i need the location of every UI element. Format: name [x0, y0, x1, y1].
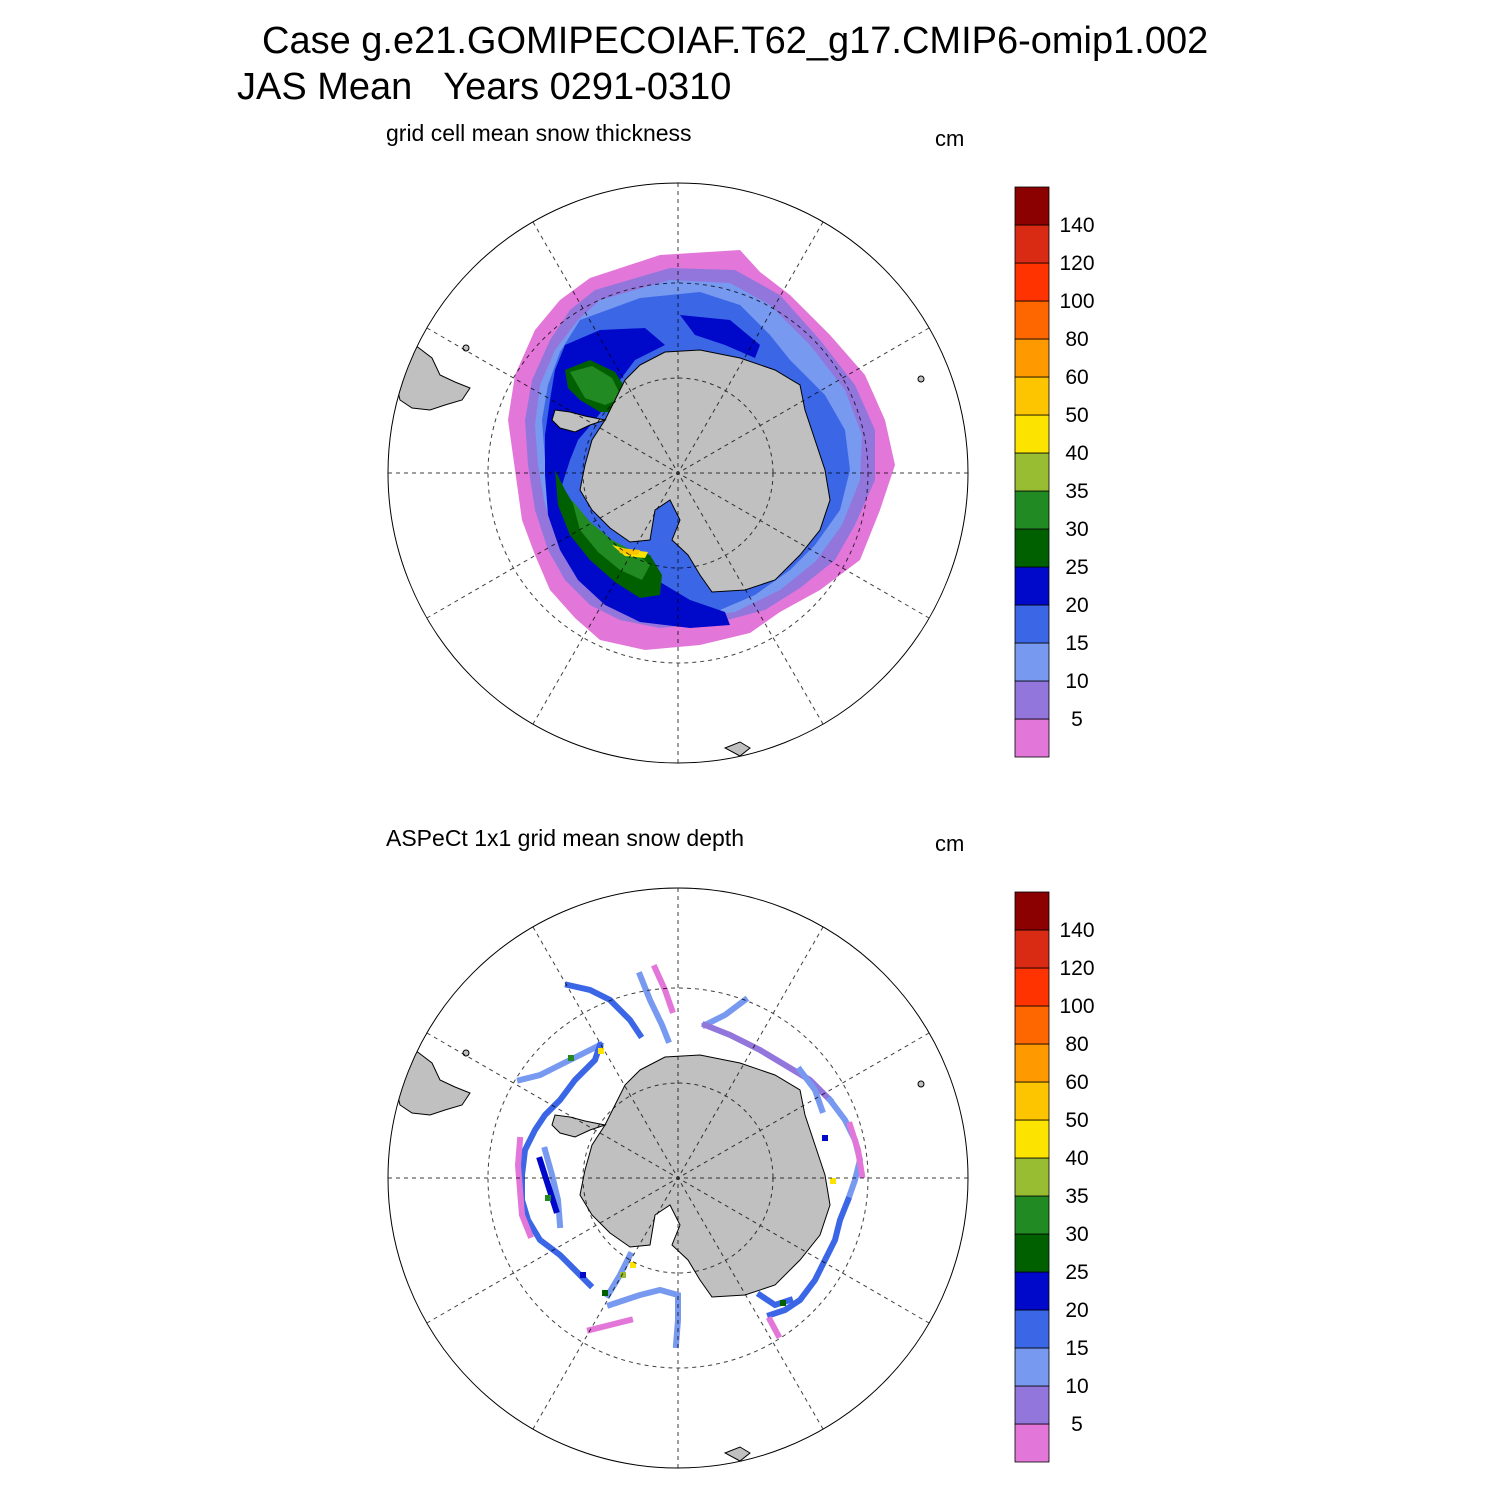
- colorbar-tick-label: 100: [1059, 995, 1094, 1018]
- colorbar-tick-label: 5: [1071, 1413, 1083, 1436]
- colorbar-tick-label: 35: [1065, 480, 1088, 503]
- colorbar-tick-label: 40: [1065, 442, 1088, 465]
- colorbar-swatch: [1014, 376, 1050, 416]
- colorbar-swatch: [1014, 680, 1050, 720]
- colorbar-tick-label: 10: [1065, 1375, 1088, 1398]
- colorbar-tick-label: 25: [1065, 1261, 1088, 1284]
- colorbar-swatch: [1014, 1271, 1050, 1311]
- colorbar-swatch: [1014, 1233, 1050, 1273]
- colorbar-tick-label: 25: [1065, 556, 1088, 579]
- panel1-colorbar: 5 10 15 20 25 30 35 40 50 60 80 100 120 140: [1014, 186, 1095, 758]
- colorbar-swatch: [1014, 1423, 1050, 1463]
- panel1-snow-30-35-b: [572, 500, 650, 580]
- colorbar-tick-label: 5: [1071, 708, 1083, 731]
- panel2-antarctica: [579, 1054, 831, 1298]
- panel1-snow-60: [618, 548, 640, 555]
- panel2-colorbar: 5 10 15 20 25 30 35 40 50 60 80 100 120 140: [1014, 891, 1095, 1463]
- colorbar-swatch: [1014, 338, 1050, 378]
- panel1-title: grid cell mean snow thickness: [386, 120, 692, 146]
- panel2-peninsula: [551, 1114, 607, 1138]
- colorbar-swatch: [1014, 929, 1050, 969]
- colorbar-swatch: [1014, 967, 1050, 1007]
- colorbar-tick-label: 120: [1059, 252, 1094, 275]
- panel2-map: [387, 887, 969, 1469]
- colorbar-tick-label: 60: [1065, 366, 1088, 389]
- panel1-units: cm: [935, 126, 965, 151]
- panel2-units: cm: [935, 831, 965, 856]
- colorbar-tick-label: 20: [1065, 594, 1088, 617]
- colorbar-tick-label: 35: [1065, 1185, 1088, 1208]
- colorbar-tick-label: 50: [1065, 1109, 1088, 1132]
- panel1-snow-20-25-b: [680, 315, 760, 358]
- colorbar-swatch: [1014, 642, 1050, 682]
- colorbar-swatch: [1014, 1119, 1050, 1159]
- colorbar-tick-label: 15: [1065, 632, 1088, 655]
- colorbar-swatch: [1014, 300, 1050, 340]
- panel2-tracks: [514, 964, 866, 1349]
- colorbar-swatch: [1014, 528, 1050, 568]
- colorbar-swatch: [1014, 1043, 1050, 1083]
- colorbar-tick-label: 100: [1059, 290, 1094, 313]
- colorbar-swatch: [1014, 1195, 1050, 1235]
- colorbar-swatch: [1014, 414, 1050, 454]
- colorbar-swatch: [1014, 452, 1050, 492]
- colorbar-swatch: [1014, 490, 1050, 530]
- colorbar-swatch: [1014, 718, 1050, 758]
- panel1-peninsula: [551, 409, 607, 433]
- colorbar-tick-label: 140: [1059, 214, 1094, 237]
- colorbar-swatch: [1014, 604, 1050, 644]
- colorbar-tick-label: 20: [1065, 1299, 1088, 1322]
- colorbar-tick-label: 30: [1065, 518, 1088, 541]
- colorbar-swatch: [1014, 1347, 1050, 1387]
- colorbar-tick-label: 40: [1065, 1147, 1088, 1170]
- colorbar-swatch: [1014, 891, 1050, 931]
- colorbar-tick-label: 15: [1065, 1337, 1088, 1360]
- colorbar-tick-label: 60: [1065, 1071, 1088, 1094]
- figure-title-case: Case g.e21.GOMIPECOIAF.T62_g17.CMIP6-omi…: [262, 20, 1209, 62]
- colorbar-tick-label: 80: [1065, 1033, 1088, 1056]
- colorbar-swatch: [1014, 1005, 1050, 1045]
- colorbar-swatch: [1014, 186, 1050, 226]
- colorbar-swatch: [1014, 1081, 1050, 1121]
- colorbar-swatch: [1014, 1309, 1050, 1349]
- colorbar-tick-label: 140: [1059, 919, 1094, 942]
- colorbar-tick-label: 30: [1065, 1223, 1088, 1246]
- colorbar-swatch: [1014, 1385, 1050, 1425]
- colorbar-swatch: [1014, 1157, 1050, 1197]
- colorbar-tick-label: 120: [1059, 957, 1094, 980]
- colorbar-swatch: [1014, 224, 1050, 264]
- panel1-map: [387, 182, 969, 764]
- panel2-title: ASPeCt 1x1 grid mean snow depth: [386, 825, 744, 851]
- figure-title-period: JAS Mean Years 0291-0310: [237, 66, 732, 108]
- colorbar-tick-label: 50: [1065, 404, 1088, 427]
- colorbar-tick-label: 80: [1065, 328, 1088, 351]
- panel1-antarctica: [579, 349, 831, 593]
- colorbar-swatch: [1014, 566, 1050, 606]
- colorbar-swatch: [1014, 262, 1050, 302]
- panel1-snow-30-35: [570, 366, 622, 405]
- colorbar-tick-label: 10: [1065, 670, 1088, 693]
